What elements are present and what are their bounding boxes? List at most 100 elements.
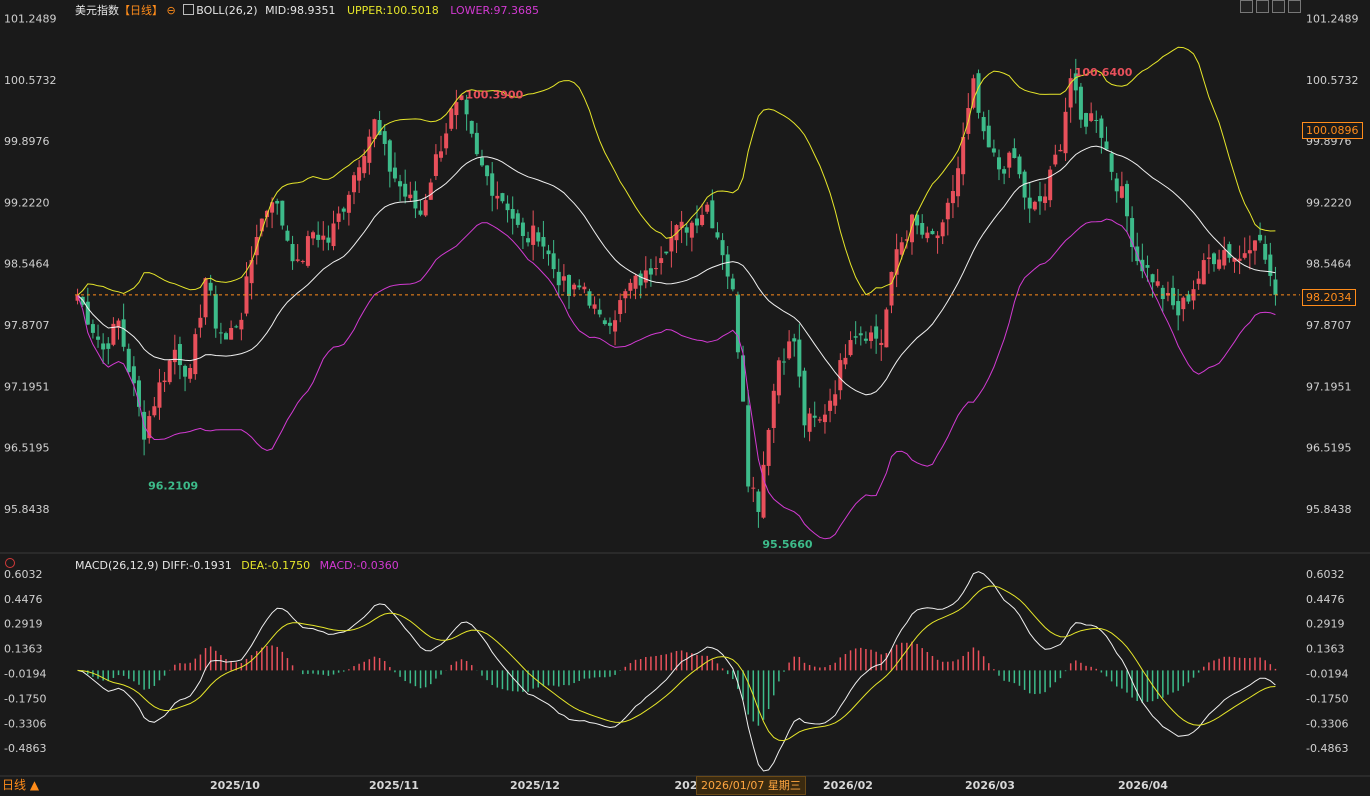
candle-body (1007, 152, 1012, 168)
macd-settings-icon[interactable] (5, 558, 15, 568)
price-axis-label-left: 96.5195 (4, 442, 50, 455)
price-axis-label-left: 95.8438 (4, 503, 50, 516)
candle-body (90, 324, 95, 333)
indicator-icon[interactable] (183, 4, 195, 15)
candle-body (229, 327, 234, 340)
extreme-annotation-low1: 96.2109 (148, 480, 198, 493)
price-axis-label-left: 98.5464 (4, 258, 50, 271)
candle-body (203, 278, 208, 318)
candle-body (792, 338, 797, 342)
candle-body (1099, 118, 1104, 138)
candle-body (1084, 113, 1089, 127)
zoom-out-button[interactable] (1256, 0, 1269, 13)
candle-body (807, 413, 812, 432)
candle-body (812, 415, 817, 418)
candle-body (490, 173, 495, 196)
candle-body (510, 209, 515, 219)
candle-body (971, 78, 976, 108)
candle-body (771, 390, 776, 428)
boll-mid-line (77, 145, 1276, 396)
candle-body (198, 317, 203, 328)
candle-body (1017, 156, 1022, 175)
candle-body (1171, 287, 1176, 306)
candle-body (408, 194, 413, 199)
extreme-annotation-high2: 100.6400 (1075, 66, 1133, 79)
boll-label[interactable]: BOLL(26,2) (196, 4, 258, 17)
candle-body (1002, 169, 1007, 174)
price-axis-label-right: 97.1951 (1306, 380, 1352, 393)
lock-button[interactable] (1272, 0, 1285, 13)
price-axis-label-left: 97.8707 (4, 319, 50, 332)
candle-body (654, 268, 659, 270)
candle-body (643, 270, 648, 283)
candle-body (715, 232, 720, 238)
candle-body (551, 253, 556, 270)
candle-body (843, 357, 848, 365)
boll-mid: MID:98.9351 (265, 4, 336, 17)
candle-body (280, 200, 285, 226)
candle-body (136, 380, 141, 407)
candle-body (531, 225, 536, 245)
candle-body (546, 250, 551, 255)
candle-body (351, 175, 356, 193)
upper-price-tag: 100.0896 (1302, 122, 1363, 139)
price-axis-label-right: 100.5732 (1306, 74, 1359, 87)
macd-axis-label-right: 0.1363 (1306, 643, 1345, 656)
candle-body (1124, 183, 1129, 217)
chart-header: 美元指数【日线】 ⊖ BOLL(26,2) MID:98.9351 UPPER:… (75, 2, 539, 18)
candle-body (735, 294, 740, 353)
candle-body (684, 227, 689, 233)
macd-axis-label-left: 0.1363 (4, 643, 43, 656)
candle-body (1273, 279, 1278, 295)
candle-body (1160, 287, 1165, 300)
price-axis-label-right: 99.2220 (1306, 196, 1352, 209)
candle-body (751, 487, 756, 489)
candle-body (628, 282, 633, 291)
macd-axis-label-left: 0.2919 (4, 618, 43, 631)
candle-body (162, 380, 167, 383)
candle-body (776, 360, 781, 396)
candle-body (1063, 111, 1068, 154)
candle-body (802, 370, 807, 426)
crosshair-date-tip: 2026/01/07 星期三 (696, 776, 806, 795)
candle-body (725, 254, 730, 277)
candle-body (572, 284, 577, 290)
close-button[interactable] (1288, 0, 1301, 13)
candle-body (244, 276, 249, 314)
candle-body (592, 304, 597, 309)
candle-body (362, 156, 367, 174)
period-label[interactable]: 【日线】 (119, 4, 163, 17)
candle-body (1140, 259, 1145, 272)
candle-body (1176, 301, 1181, 316)
candle-body (766, 429, 771, 466)
candle-body (321, 235, 326, 240)
candle-body (720, 240, 725, 256)
zoom-in-button[interactable] (1240, 0, 1253, 13)
candle-body (833, 394, 838, 406)
period-tab[interactable]: 日线 ▲ (2, 778, 40, 792)
candle-body (1263, 243, 1268, 260)
candle-body (1150, 274, 1155, 283)
candle-body (561, 276, 566, 281)
price-axis-label-left: 99.8976 (4, 135, 50, 148)
candle-body (899, 242, 904, 255)
candle-body (1181, 297, 1186, 310)
boll-lower: LOWER:97.3685 (450, 4, 539, 17)
candle-body (172, 349, 177, 363)
candle-body (730, 278, 735, 290)
candle-body (1186, 294, 1191, 302)
macd-dea: DEA:-0.1750 (241, 559, 311, 572)
candle-body (183, 365, 188, 377)
candle-body (444, 133, 449, 149)
candle-body (326, 237, 331, 243)
macd-label[interactable]: MACD(26,12,9) (75, 559, 159, 572)
candle-body (956, 168, 961, 197)
candle-body (582, 286, 587, 290)
candle-body (300, 261, 305, 263)
settings-icon[interactable]: ⊖ (166, 4, 176, 17)
macd-diff: DIFF:-0.1931 (162, 559, 232, 572)
candle-body (147, 416, 152, 439)
candle-body (1232, 257, 1237, 262)
macd-axis-label-left: -0.3306 (4, 717, 46, 730)
